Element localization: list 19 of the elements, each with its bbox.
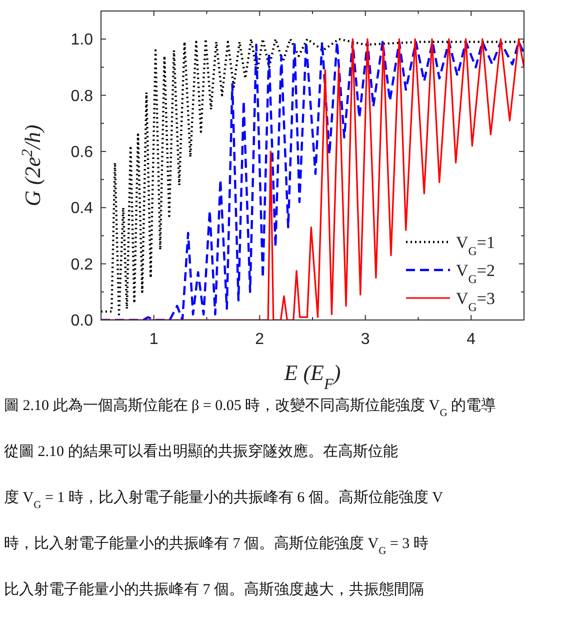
text: 從圖 2.10 的結果可以看出明顯的共振穿隧效應。在高斯位能 [4, 443, 398, 460]
y-tick-label: 0.6 [70, 144, 94, 161]
x-tick-label: 3 [360, 331, 370, 348]
text: 時，比入射電子能量小的共振峰有 7 個。高斯位能強度 V$_{G}$ = 3 時 [4, 535, 428, 556]
x-tick-label: 1 [149, 331, 158, 348]
y-tick-label: 0.8 [70, 88, 94, 105]
y-tick-label: 0.4 [70, 200, 94, 218]
caption: 圖 2.10 此為一個高斯位能在 β = 0.05 時，改變不同高斯位能強度 V$_{G}$ 的電導 [4, 397, 496, 418]
x-tick-label: 2 [255, 331, 264, 348]
legend-label: V$_{G}$=2 [456, 261, 495, 286]
y-tick-label: 1.0 [70, 32, 94, 49]
y-tick-label: 0.2 [70, 256, 94, 274]
text: 度 V$_{G}$ = 1 時，比入射電子能量小的共振峰有 6 個。高斯位能強度 V [4, 489, 444, 510]
x-tick-label: 4 [466, 331, 476, 348]
x-axis-title: E (E$_{F}$) [283, 360, 341, 392]
text: 0.0 [70, 312, 93, 330]
text: 比入射電子能量小的共振峰有 7 個。高斯強度越大，共振態間隔 [4, 581, 424, 598]
legend-label: V$_{G}$=3 [456, 289, 495, 314]
legend-label: V$_{G}$=1 [456, 233, 495, 258]
